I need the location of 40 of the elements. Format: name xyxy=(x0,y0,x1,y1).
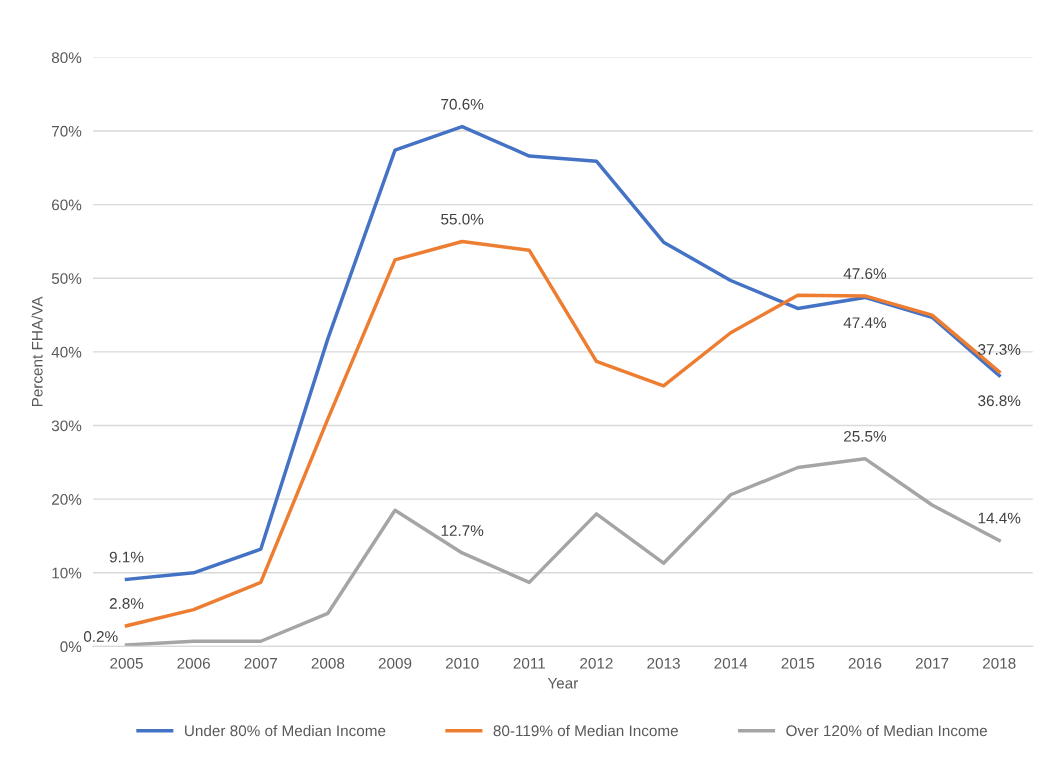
x-tick-label: 2005 xyxy=(110,657,143,669)
data-label: 9.1% xyxy=(109,551,144,563)
x-tick-label: 2014 xyxy=(714,657,748,669)
x-axis-title: Year xyxy=(547,677,579,689)
legend-label: 80-119% of Median Income xyxy=(493,724,678,737)
y-tick-label: 70% xyxy=(52,125,82,137)
data-label: 36.8% xyxy=(978,395,1021,407)
y-tick-label: 60% xyxy=(52,199,82,211)
y-tick-label: 40% xyxy=(51,346,82,358)
data-label: 25.5% xyxy=(844,430,887,442)
y-tick-label: 30% xyxy=(51,420,82,432)
data-label: 37.3% xyxy=(978,344,1021,355)
x-tick-label: 2010 xyxy=(445,657,479,669)
x-tick-label: 2008 xyxy=(311,657,345,669)
y-axis-title: Percent FHA/VA xyxy=(31,296,43,407)
x-tick-label: 2011 xyxy=(513,657,545,669)
data-label: 47.6% xyxy=(843,268,887,280)
y-tick-label: 10% xyxy=(52,567,82,579)
legend-label: Over 120% of Median Income xyxy=(786,724,987,737)
data-label: 0.2% xyxy=(83,631,118,642)
x-tick-label: 2015 xyxy=(781,657,815,669)
x-tick-label: 2012 xyxy=(580,657,613,669)
x-tick-label: 2016 xyxy=(848,657,882,669)
data-label: 12.7% xyxy=(441,525,484,536)
x-tick-label: 2009 xyxy=(378,657,412,669)
x-tick-label: 2007 xyxy=(244,657,277,669)
y-tick-label: 80% xyxy=(51,52,82,64)
data-label: 47.4% xyxy=(843,317,887,329)
data-label: 14.4% xyxy=(978,512,1021,524)
x-tick-label: 2017 xyxy=(915,657,949,669)
x-tick-label: 2006 xyxy=(177,657,210,669)
data-label: 2.8% xyxy=(109,598,144,609)
y-tick-label: 0% xyxy=(60,641,82,653)
legend-label: Under 80% of Median Income xyxy=(185,724,386,737)
y-tick-label: 20% xyxy=(52,494,82,505)
x-tick-label: 2013 xyxy=(647,657,680,669)
y-tick-label: 50% xyxy=(51,273,82,284)
data-label: 70.6% xyxy=(441,98,484,110)
data-label: 55.0% xyxy=(441,213,484,225)
x-tick-label: 2018 xyxy=(982,657,1016,669)
